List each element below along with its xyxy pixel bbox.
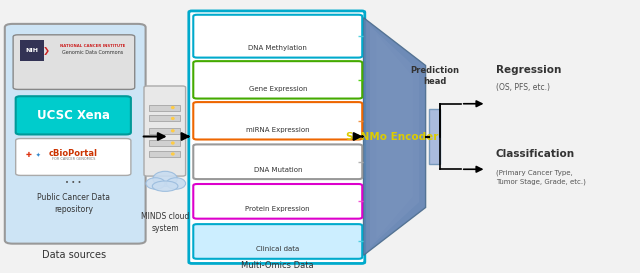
- Text: Protein Expression: Protein Expression: [246, 206, 310, 212]
- FancyBboxPatch shape: [13, 35, 135, 89]
- Text: Multi-Omics Data: Multi-Omics Data: [241, 261, 314, 270]
- Text: Gene Expression: Gene Expression: [248, 86, 307, 92]
- FancyBboxPatch shape: [149, 140, 180, 146]
- Text: ❯: ❯: [43, 46, 49, 55]
- FancyBboxPatch shape: [144, 86, 186, 176]
- Polygon shape: [376, 34, 413, 239]
- Text: DNA Mutation: DNA Mutation: [253, 167, 302, 173]
- FancyBboxPatch shape: [15, 96, 131, 134]
- FancyBboxPatch shape: [193, 15, 362, 58]
- Ellipse shape: [152, 181, 178, 191]
- FancyBboxPatch shape: [149, 151, 180, 157]
- FancyBboxPatch shape: [189, 11, 365, 263]
- Ellipse shape: [171, 106, 175, 109]
- Text: cBioPortal: cBioPortal: [49, 149, 98, 158]
- FancyBboxPatch shape: [149, 128, 180, 134]
- Text: DNA Methylation: DNA Methylation: [248, 45, 307, 51]
- Ellipse shape: [171, 141, 175, 145]
- Text: Classification: Classification: [496, 149, 575, 159]
- Text: Prediction
head: Prediction head: [410, 66, 459, 87]
- Ellipse shape: [171, 117, 175, 120]
- Text: (OS, PFS, etc.): (OS, PFS, etc.): [496, 83, 550, 92]
- Ellipse shape: [146, 178, 165, 189]
- Text: NIH: NIH: [26, 48, 38, 53]
- FancyBboxPatch shape: [193, 224, 362, 259]
- Text: Public Cancer Data
repository: Public Cancer Data repository: [37, 193, 110, 214]
- Polygon shape: [364, 18, 426, 255]
- Text: (Primary Cancer Type,
Tumor Stage, Grade, etc.): (Primary Cancer Type, Tumor Stage, Grade…: [496, 170, 586, 185]
- Text: FOR CANCER GENOMICS: FOR CANCER GENOMICS: [52, 158, 95, 161]
- FancyBboxPatch shape: [193, 102, 362, 140]
- FancyBboxPatch shape: [5, 24, 146, 244]
- FancyBboxPatch shape: [193, 144, 362, 179]
- Text: • • •: • • •: [65, 180, 82, 186]
- Polygon shape: [370, 26, 419, 247]
- FancyBboxPatch shape: [20, 40, 44, 61]
- Text: SeNMo Encoder: SeNMo Encoder: [346, 132, 438, 141]
- Text: ✦: ✦: [36, 153, 41, 158]
- FancyBboxPatch shape: [429, 109, 440, 164]
- Ellipse shape: [171, 152, 175, 156]
- FancyBboxPatch shape: [193, 61, 362, 99]
- Text: miRNA Expression: miRNA Expression: [246, 127, 310, 133]
- Text: NATIONAL CANCER INSTITUTE: NATIONAL CANCER INSTITUTE: [60, 44, 125, 48]
- Text: Genomic Data Commons: Genomic Data Commons: [62, 51, 124, 55]
- FancyBboxPatch shape: [149, 115, 180, 121]
- Polygon shape: [364, 18, 426, 255]
- FancyBboxPatch shape: [15, 139, 131, 176]
- Text: Clinical data: Clinical data: [256, 246, 300, 252]
- Text: MINDS cloud
system: MINDS cloud system: [141, 212, 189, 233]
- FancyBboxPatch shape: [149, 105, 180, 111]
- Ellipse shape: [166, 178, 186, 189]
- Ellipse shape: [153, 171, 177, 186]
- Ellipse shape: [171, 129, 175, 132]
- Text: UCSC Xena: UCSC Xena: [37, 109, 110, 122]
- Text: Regression: Regression: [496, 65, 561, 75]
- Text: Data sources: Data sources: [42, 250, 106, 260]
- Text: ✚: ✚: [25, 152, 31, 158]
- FancyBboxPatch shape: [193, 184, 362, 219]
